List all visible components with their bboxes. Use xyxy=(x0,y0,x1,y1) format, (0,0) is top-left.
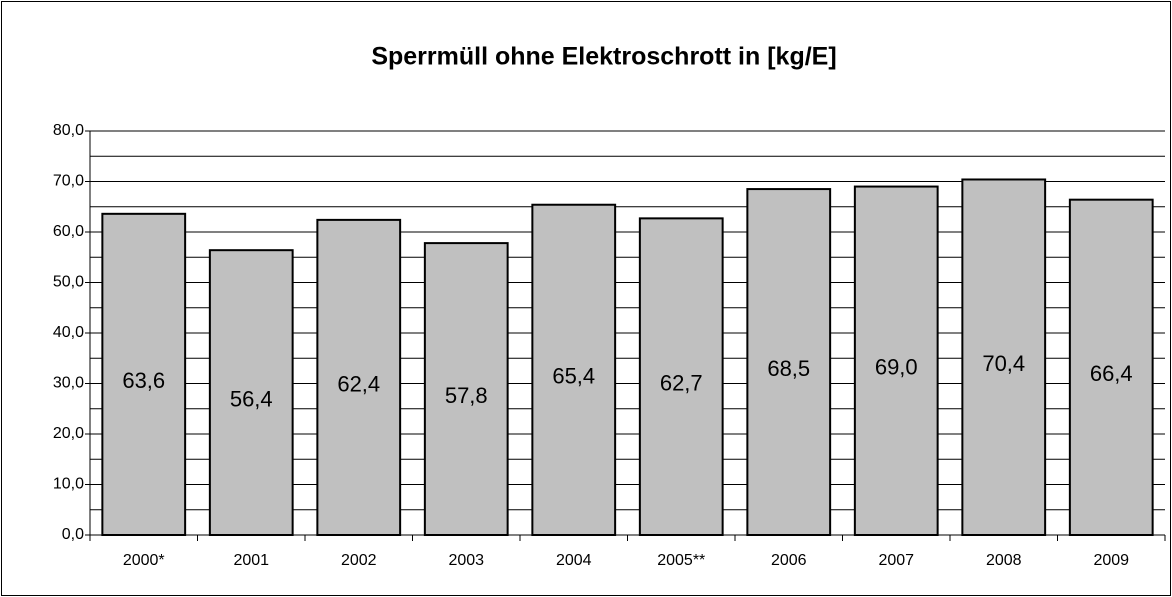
bar xyxy=(423,242,509,537)
x-tick-label: 2007 xyxy=(878,552,914,569)
bar xyxy=(531,203,617,536)
x-tick-label: 2006 xyxy=(771,552,807,569)
data-label: 66,4 xyxy=(1090,361,1133,386)
y-tick-label: 80,0 xyxy=(53,122,84,139)
x-tick-label: 2004 xyxy=(556,552,592,569)
bar xyxy=(101,212,187,536)
x-tick-label: 2009 xyxy=(1093,552,1129,569)
x-tick-label: 2000* xyxy=(123,552,165,569)
x-tick-label: 2005** xyxy=(657,552,705,569)
y-tick-label: 0,0 xyxy=(62,526,84,543)
chart-title: Sperrmüll ohne Elektroschrott in [kg/E] xyxy=(371,43,836,71)
data-label: 70,4 xyxy=(982,351,1025,376)
x-tick-label: 2008 xyxy=(986,552,1022,569)
x-tick-label: 2002 xyxy=(341,552,377,569)
x-tick-label: 2001 xyxy=(233,552,269,569)
x-tick-label: 2003 xyxy=(448,552,484,569)
bar xyxy=(208,249,294,536)
data-label: 57,8 xyxy=(445,383,488,408)
y-tick-label: 10,0 xyxy=(53,476,84,493)
bar xyxy=(638,217,724,537)
bar xyxy=(1068,198,1154,536)
bar xyxy=(746,188,832,536)
bar xyxy=(316,218,402,536)
data-label: 65,4 xyxy=(552,364,595,389)
bar xyxy=(853,185,939,537)
y-tick-label: 30,0 xyxy=(53,375,84,392)
data-label: 68,5 xyxy=(767,356,810,381)
y-tick-label: 40,0 xyxy=(53,324,84,341)
data-label: 62,4 xyxy=(337,371,380,396)
data-label: 69,0 xyxy=(875,355,918,380)
y-tick-label: 70,0 xyxy=(53,173,84,190)
bar xyxy=(961,178,1047,536)
y-tick-label: 20,0 xyxy=(53,425,84,442)
y-tick-label: 60,0 xyxy=(53,223,84,240)
data-label: 56,4 xyxy=(230,386,273,411)
data-label: 63,6 xyxy=(122,368,165,393)
y-tick-label: 50,0 xyxy=(53,274,84,291)
data-label: 62,7 xyxy=(660,370,703,395)
